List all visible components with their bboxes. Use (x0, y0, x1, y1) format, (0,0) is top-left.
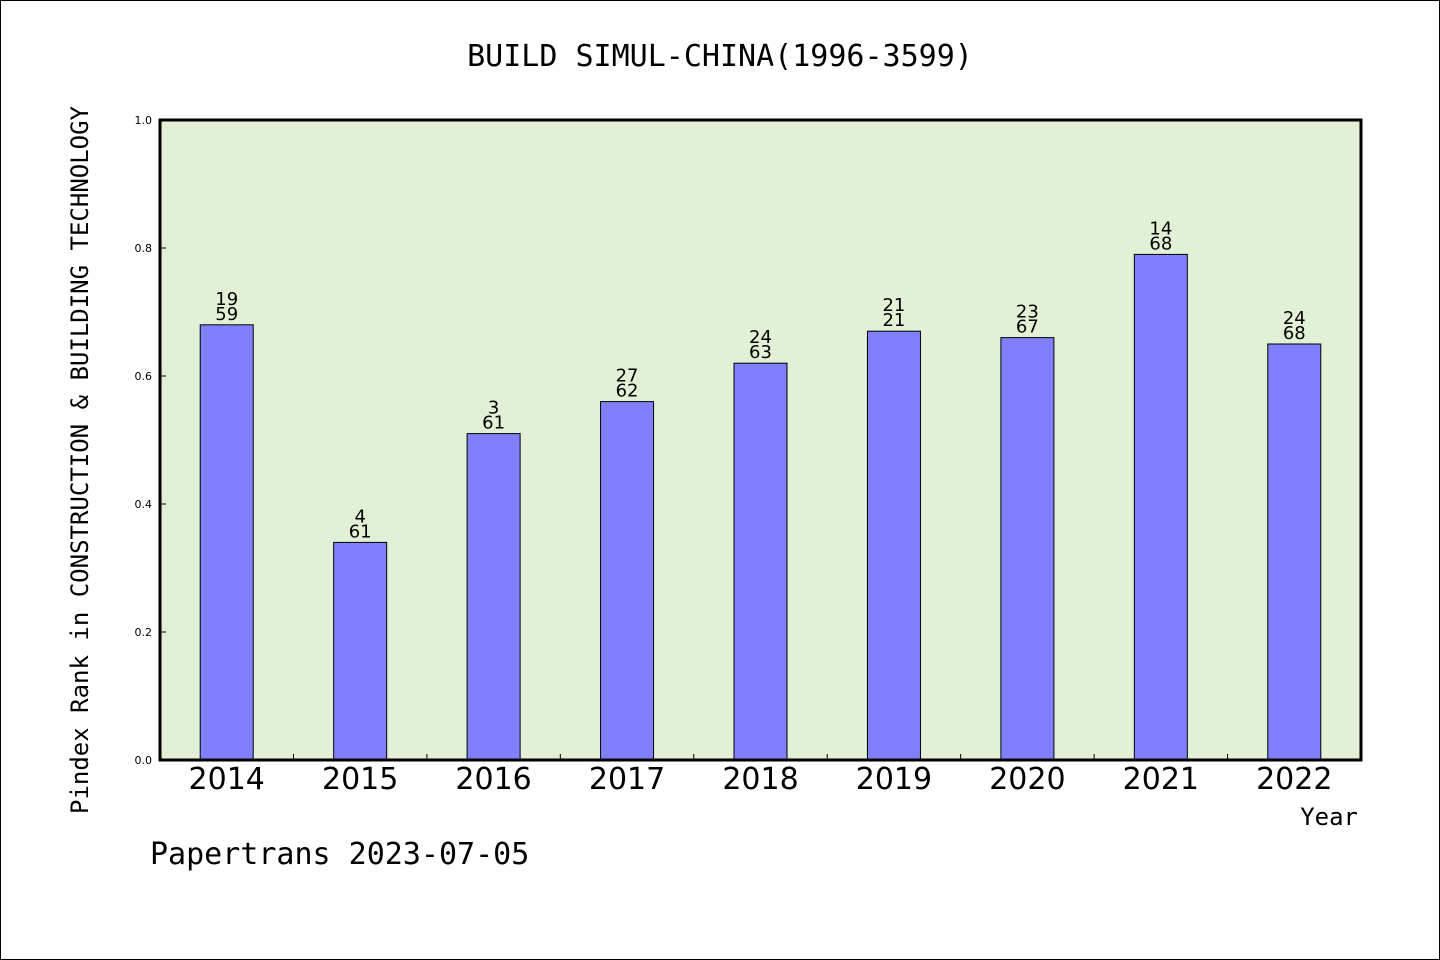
bar-label-top: 14 (1149, 218, 1172, 239)
bar-2021 (1133, 253, 1188, 761)
bar-2020 (1000, 337, 1055, 761)
bar-2015 (333, 541, 388, 761)
plot-border (158, 118, 1363, 762)
bar-label-bottom: 61 (482, 413, 505, 434)
bar-label-bottom: 59 (215, 304, 238, 325)
bar-label-top: 4 (354, 506, 365, 527)
bar-label-top: 21 (882, 295, 905, 316)
bar-label-bottom: 63 (749, 342, 772, 363)
bar-label-bottom: 68 (1149, 233, 1172, 254)
y-tick-label: 0.2 (135, 626, 153, 639)
y-tick-label: 1.0 (135, 114, 153, 127)
bar-label-bottom: 67 (1016, 317, 1039, 338)
bar-2014 (199, 324, 254, 761)
x-tick-label: 2020 (989, 762, 1065, 797)
bar-label-bottom: 68 (1283, 323, 1306, 344)
bar-2022 (1267, 343, 1322, 761)
x-tick-label: 2018 (722, 762, 798, 797)
bar-label-top: 19 (215, 289, 238, 310)
x-tick-label: 2021 (1123, 762, 1199, 797)
bar-label-top: 24 (749, 327, 772, 348)
bar-2018 (733, 362, 788, 761)
bar-label-top: 23 (1016, 302, 1039, 323)
x-tick-label: 2016 (455, 762, 531, 797)
bar-label-bottom: 62 (616, 381, 639, 402)
bars-group (199, 253, 1322, 761)
bar-label-bottom: 61 (349, 521, 372, 542)
y-tick-label: 0.0 (135, 754, 153, 767)
x-axis-ticks: 2014 2015 2016 2017 2018 2019 2020 2021 2022 (189, 754, 1332, 797)
y-tick-label: 0.4 (135, 498, 153, 511)
chart-title: BUILD SIMUL-CHINA(1996-3599) (467, 39, 973, 74)
x-tick-label: 2019 (856, 762, 932, 797)
bar-label-top: 24 (1283, 308, 1306, 329)
x-tick-label: 2022 (1256, 762, 1332, 797)
y-tick-label: 0.6 (135, 370, 153, 383)
bar-label-top: 27 (616, 366, 639, 387)
footer-text: Papertrans 2023-07-05 (150, 837, 529, 872)
x-tick-label: 2014 (189, 762, 265, 797)
bar-2016 (466, 433, 521, 761)
bar-2019 (866, 330, 921, 761)
bar-2017 (600, 401, 655, 761)
x-tick-label: 2017 (589, 762, 665, 797)
y-tick-label: 0.8 (135, 242, 153, 255)
x-axis-label: Year (1300, 803, 1358, 831)
y-axis-ticks: 0.0 0.2 0.4 0.6 0.8 1.0 (135, 114, 166, 767)
bar-label-bottom: 21 (882, 310, 905, 331)
y-axis-label: Pindex Rank in CONSTRUCTION & BUILDING T… (66, 105, 94, 814)
x-tick-label: 2015 (322, 762, 398, 797)
bar-label-top: 3 (488, 398, 499, 419)
